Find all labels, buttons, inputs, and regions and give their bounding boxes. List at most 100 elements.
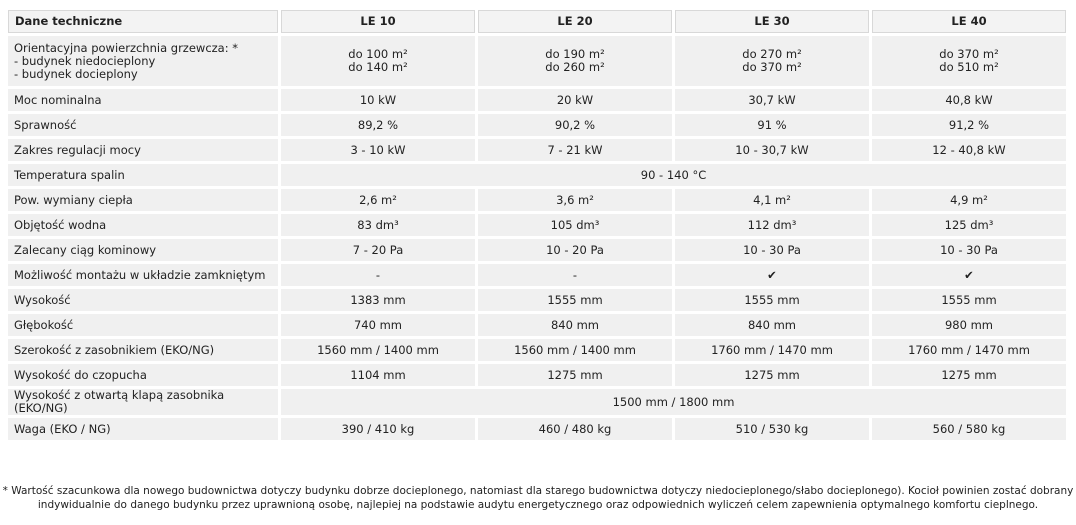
- header-row: Dane techniczne LE 10 LE 20 LE 30 LE 40: [8, 10, 1066, 33]
- cell-line: do 260 m²: [545, 60, 605, 74]
- value-cell: 40,8 kW: [872, 89, 1066, 111]
- value-cell: 10 - 30,7 kW: [675, 139, 869, 161]
- value-cell: 2,6 m²: [281, 189, 475, 211]
- table-row: Waga (EKO / NG) 390 / 410 kg 460 / 480 kg 5…: [8, 418, 1066, 440]
- value-cell: 105 dm³: [478, 214, 672, 236]
- value-cell: 1555 mm: [478, 289, 672, 311]
- value-cell: 20 kW: [478, 89, 672, 111]
- cell-line: do 370 m²: [742, 60, 802, 74]
- cell-line: - budynek docieplony: [14, 66, 138, 81]
- row-label: Waga (EKO / NG): [8, 418, 278, 440]
- value-cell: 1275 mm: [675, 364, 869, 386]
- row-label: Wysokość: [8, 289, 278, 311]
- header-cell: Dane techniczne: [8, 10, 278, 33]
- row-label: Wysokość do czopucha: [8, 364, 278, 386]
- value-cell: 560 / 580 kg: [872, 418, 1066, 440]
- header-cell: LE 20: [478, 10, 672, 33]
- value-cell: 1555 mm: [675, 289, 869, 311]
- header-cell: LE 30: [675, 10, 869, 33]
- cell-line: do 140 m²: [348, 60, 408, 74]
- value-cell: 125 dm³: [872, 214, 1066, 236]
- value-cell: 1500 mm / 1800 mm: [281, 389, 1066, 415]
- value-cell: 91 %: [675, 114, 869, 136]
- table-row: Zakres regulacji mocy 3 - 10 kW 7 - 21 kW 1…: [8, 139, 1066, 161]
- value-cell: 30,7 kW: [675, 89, 869, 111]
- value-cell: 510 / 530 kg: [675, 418, 869, 440]
- header-cell: LE 10: [281, 10, 475, 33]
- row-label: Orientacyjna powierzchnia grzewcza: * - b…: [8, 36, 278, 86]
- spec-table: Dane techniczne LE 10 LE 20 LE 30 LE 40 Orien…: [5, 7, 1069, 443]
- cell-line: - budynek niedocieplony: [14, 53, 156, 68]
- value-cell: 10 - 30 Pa: [872, 239, 1066, 261]
- value-cell: 10 - 30 Pa: [675, 239, 869, 261]
- footnote-line: indywidualnie do danego budynku przez up…: [37, 499, 1039, 511]
- table-row: Pow. wymiany ciepła 2,6 m² 3,6 m² 4,1 m² 4,9…: [8, 189, 1066, 211]
- value-cell: 83 dm³: [281, 214, 475, 236]
- table-row: Sprawność 89,2 % 90,2 % 91 % 91,2 %: [8, 114, 1066, 136]
- row-label: Wysokość z otwartą klapą zasobnika (EKO/…: [8, 389, 278, 415]
- value-cell: 1760 mm / 1470 mm: [675, 339, 869, 361]
- value-cell: do 370 m² do 510 m²: [872, 36, 1066, 86]
- value-cell: 1555 mm: [872, 289, 1066, 311]
- value-cell: 112 dm³: [675, 214, 869, 236]
- cell-line: Orientacyjna powierzchnia grzewcza: *: [14, 40, 239, 55]
- value-cell: ✔: [872, 264, 1066, 286]
- value-cell: -: [281, 264, 475, 286]
- table-row: Głębokość 740 mm 840 mm 840 mm 980 mm: [8, 314, 1066, 336]
- table-row: Szerokość z zasobnikiem (EKO/NG) 1560 mm …: [8, 339, 1066, 361]
- row-label: Szerokość z zasobnikiem (EKO/NG): [8, 339, 278, 361]
- cell-line: do 270 m²: [742, 47, 802, 61]
- value-cell: 3,6 m²: [478, 189, 672, 211]
- row-label: Pow. wymiany ciepła: [8, 189, 278, 211]
- table-row: Moc nominalna 10 kW 20 kW 30,7 kW 40,8 kW: [8, 89, 1066, 111]
- row-label: Zakres regulacji mocy: [8, 139, 278, 161]
- value-cell: 4,1 m²: [675, 189, 869, 211]
- spec-table-wrap: Dane techniczne LE 10 LE 20 LE 30 LE 40 Orien…: [5, 7, 1069, 443]
- value-cell: 3 - 10 kW: [281, 139, 475, 161]
- cell-line: do 100 m²: [348, 47, 408, 61]
- value-cell: 840 mm: [478, 314, 672, 336]
- table-row: Orientacyjna powierzchnia grzewcza: * - b…: [8, 36, 1066, 86]
- value-cell: 740 mm: [281, 314, 475, 336]
- value-cell: 1383 mm: [281, 289, 475, 311]
- cell-line: do 370 m²: [939, 47, 999, 61]
- table-row: Wysokość do czopucha 1104 mm 1275 mm 1275 m…: [8, 364, 1066, 386]
- row-label: Możliwość montażu w układzie zamkniętym: [8, 264, 278, 286]
- value-cell: do 190 m² do 260 m²: [478, 36, 672, 86]
- table-row: Zalecany ciąg kominowy 7 - 20 Pa 10 - 20 P…: [8, 239, 1066, 261]
- value-cell: 1275 mm: [872, 364, 1066, 386]
- value-cell: 840 mm: [675, 314, 869, 336]
- table-row: Możliwość montażu w układzie zamkniętym -…: [8, 264, 1066, 286]
- row-label: Zalecany ciąg kominowy: [8, 239, 278, 261]
- row-label: Temperatura spalin: [8, 164, 278, 186]
- value-cell: 1560 mm / 1400 mm: [478, 339, 672, 361]
- row-label: Głębokość: [8, 314, 278, 336]
- value-cell: ✔: [675, 264, 869, 286]
- table-row: Objętość wodna 83 dm³ 105 dm³ 112 dm³ 125 dm…: [8, 214, 1066, 236]
- value-cell: do 270 m² do 370 m²: [675, 36, 869, 86]
- table-row: Wysokość 1383 mm 1555 mm 1555 mm 1555 mm: [8, 289, 1066, 311]
- cell-line: do 190 m²: [545, 47, 605, 61]
- value-cell: do 100 m² do 140 m²: [281, 36, 475, 86]
- row-label: Objętość wodna: [8, 214, 278, 236]
- value-cell: 460 / 480 kg: [478, 418, 672, 440]
- value-cell: 7 - 21 kW: [478, 139, 672, 161]
- value-cell: 90,2 %: [478, 114, 672, 136]
- table-row: Temperatura spalin 90 - 140 °C: [8, 164, 1066, 186]
- table-row: Wysokość z otwartą klapą zasobnika (EKO/…: [8, 389, 1066, 415]
- value-cell: 390 / 410 kg: [281, 418, 475, 440]
- cell-line: do 510 m²: [939, 60, 999, 74]
- value-cell: 10 - 20 Pa: [478, 239, 672, 261]
- value-cell: 980 mm: [872, 314, 1066, 336]
- value-cell: 91,2 %: [872, 114, 1066, 136]
- value-cell: 1104 mm: [281, 364, 475, 386]
- value-cell: 1275 mm: [478, 364, 672, 386]
- footnote: * Wartość szacunkowa dla nowego budownic…: [0, 484, 1076, 512]
- value-cell: 4,9 m²: [872, 189, 1066, 211]
- row-label: Sprawność: [8, 114, 278, 136]
- value-cell: 10 kW: [281, 89, 475, 111]
- value-cell: 89,2 %: [281, 114, 475, 136]
- header-cell: LE 40: [872, 10, 1066, 33]
- value-cell: 7 - 20 Pa: [281, 239, 475, 261]
